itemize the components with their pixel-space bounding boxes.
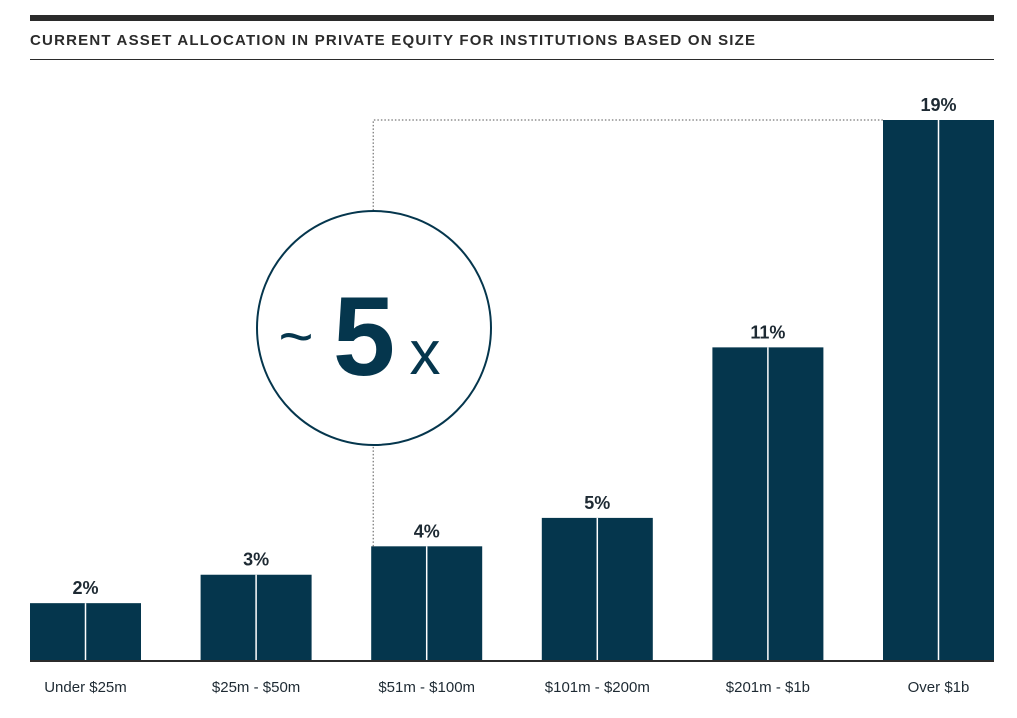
callout-suffix: x <box>410 319 441 388</box>
bar-value-label: 2% <box>72 578 98 598</box>
category-label: Under $25m <box>44 679 127 696</box>
top-rule <box>30 15 994 21</box>
chart-title: CURRENT ASSET ALLOCATION IN PRIVATE EQUI… <box>30 32 757 49</box>
bar-value-label: 19% <box>920 95 956 115</box>
bar-value-label: 11% <box>750 322 785 342</box>
category-label: $101m - $200m <box>545 679 650 696</box>
callout-badge: ~ 5 x <box>256 210 492 446</box>
callout-tilde: ~ <box>278 303 313 370</box>
bars-layer: 2% Under $25m 3% $25m - $50m 4% $51m - $100m 5… <box>30 95 994 696</box>
title-rule <box>30 59 994 60</box>
callout-number: 5 <box>333 274 395 399</box>
category-label: $201m - $1b <box>726 679 810 696</box>
bar-value-label: 5% <box>584 493 610 513</box>
callout-circle <box>256 210 492 446</box>
category-label: $25m - $50m <box>212 679 300 696</box>
bar-value-label: 3% <box>243 550 269 570</box>
bar-value-label: 4% <box>414 521 440 541</box>
category-label: $51m - $100m <box>378 679 475 696</box>
category-label: Over $1b <box>908 679 970 696</box>
